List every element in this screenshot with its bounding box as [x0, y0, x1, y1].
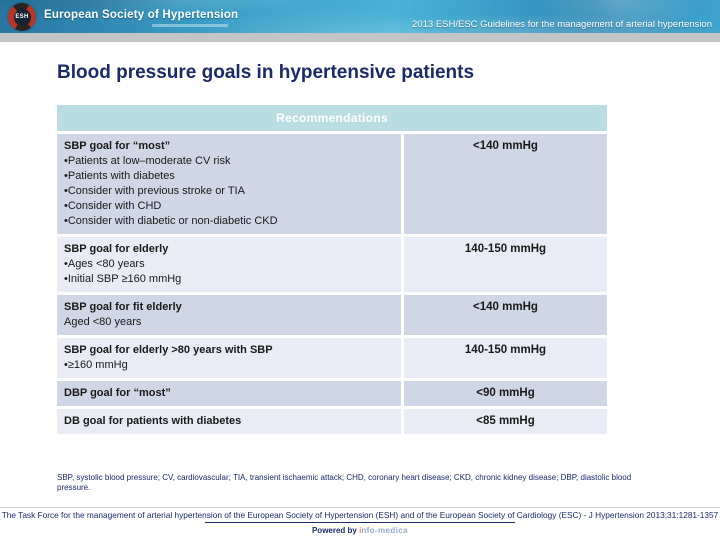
value-cell: <90 mmHg	[404, 381, 607, 406]
table-row: SBP goal for elderly •Ages <80 years •Init…	[57, 237, 607, 292]
organization-name: European Society of Hypertension	[44, 9, 239, 21]
goal-title: SBP goal for elderly	[64, 243, 169, 255]
goal-cell: SBP goal for elderly >80 years with SBP •…	[57, 338, 401, 378]
goal-title: SBP goal for “most”	[64, 140, 171, 152]
recommendations-table-rows: SBP goal for “most” •Patients at low–mode…	[57, 134, 607, 434]
top-banner	[0, 0, 720, 33]
banner-divider	[0, 33, 720, 42]
value-cell: <85 mmHg	[404, 409, 607, 434]
table-row: DB goal for patients with diabetes <85 mm…	[57, 409, 607, 434]
goal-cell: SBP goal for “most” •Patients at low–mode…	[57, 134, 401, 234]
goal-bullet: •Initial SBP ≥160 mmHg	[64, 273, 182, 285]
goal-bullet: •Consider with previous stroke or TIA	[64, 185, 245, 197]
esh-logo-icon: ESH	[8, 3, 36, 31]
goal-bullet: •≥160 mmHg	[64, 359, 128, 371]
goal-cell: SBP goal for elderly •Ages <80 years •Init…	[57, 237, 401, 292]
goal-bullet: •Ages <80 years	[64, 258, 145, 270]
goal-bullet: •Patients at low–moderate CV risk	[64, 155, 231, 167]
goal-title: SBP goal for elderly >80 years with SBP	[64, 344, 273, 356]
recommendations-table: Recommendations SBP goal for “most” •Pati…	[57, 105, 607, 437]
table-header: Recommendations	[57, 105, 607, 131]
value-cell: <140 mmHg	[404, 134, 607, 234]
goal-subtitle: Aged <80 years	[64, 316, 142, 328]
value-cell: <140 mmHg	[404, 295, 607, 335]
goal-bullet: •Consider with diabetic or non-diabetic …	[64, 215, 278, 227]
footer-divider	[0, 507, 720, 508]
goal-title: SBP goal for fit elderly	[64, 301, 182, 313]
banner-swoosh-decoration	[0, 0, 720, 33]
abbreviations-footnote: SBP, systolic blood pressure; CV, cardio…	[57, 473, 632, 492]
table-row: DBP goal for “most” <90 mmHg	[57, 381, 607, 406]
esh-logo-text: ESH	[13, 8, 31, 26]
goal-cell: DBP goal for “most”	[57, 381, 401, 406]
organization-tagline-decoration	[152, 24, 228, 27]
goal-title: DBP goal for “most”	[64, 387, 171, 399]
value-cell: 140-150 mmHg	[404, 237, 607, 292]
brand-logo-tick: i	[359, 526, 362, 535]
value-cell: 140-150 mmHg	[404, 338, 607, 378]
goal-title: DB goal for patients with diabetes	[64, 415, 242, 427]
brand-logo-text: nfo-medica	[361, 526, 409, 535]
goal-cell: SBP goal for fit elderly Aged <80 years	[57, 295, 401, 335]
table-row: SBP goal for “most” •Patients at low–mode…	[57, 134, 607, 234]
citation-text: The Task Force for the management of art…	[1, 510, 719, 520]
goal-bullet: •Consider with CHD	[64, 200, 162, 212]
powered-by-label: Powered by	[311, 526, 357, 535]
table-row: SBP goal for elderly >80 years with SBP •…	[57, 338, 607, 378]
table-row: SBP goal for fit elderly Aged <80 years <1…	[57, 295, 607, 335]
goal-cell: DB goal for patients with diabetes	[57, 409, 401, 434]
powered-by: Powered by info-medica	[0, 526, 720, 535]
goal-bullet: •Patients with diabetes	[64, 170, 175, 182]
citation-underline	[205, 522, 515, 523]
page-title: Blood pressure goals in hypertensive pat…	[57, 62, 475, 83]
guideline-title: 2013 ESH/ESC Guidelines for the manageme…	[412, 19, 712, 30]
